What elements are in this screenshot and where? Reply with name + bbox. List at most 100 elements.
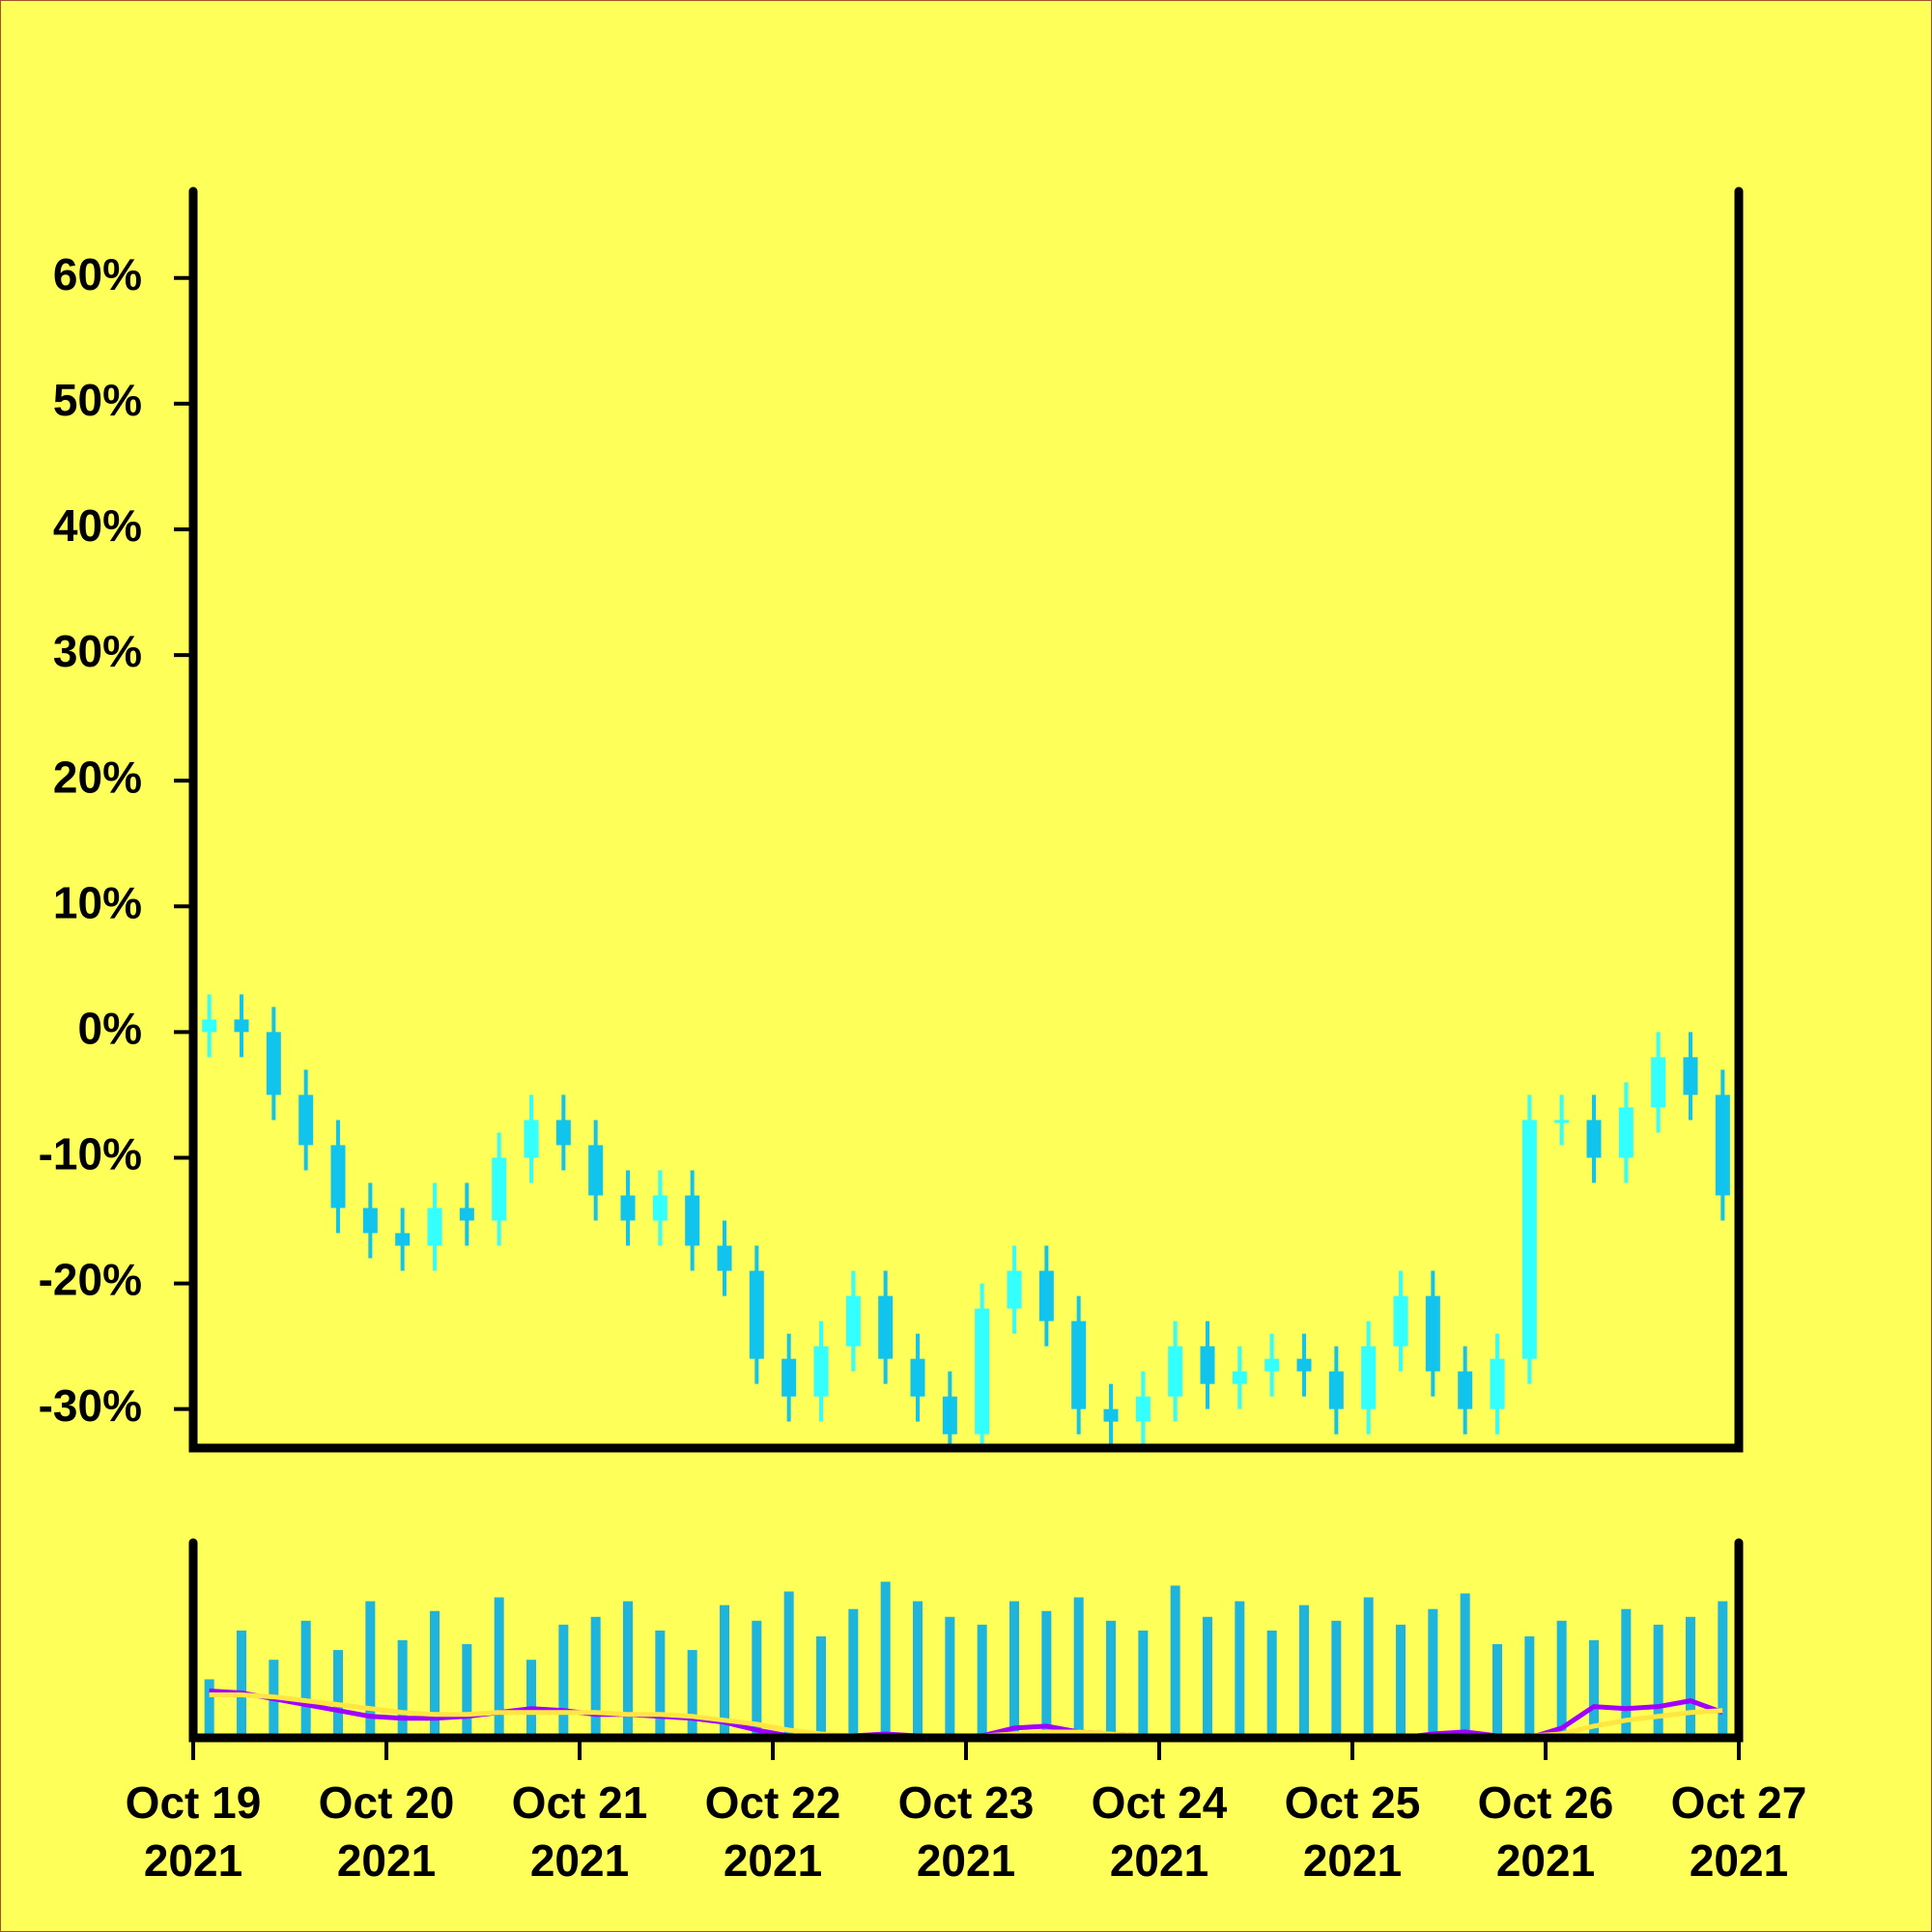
x-tick-label: Oct 20 2021 bbox=[318, 1777, 455, 1886]
candle-body bbox=[1328, 1371, 1344, 1409]
candle-body bbox=[652, 1195, 668, 1221]
volume-bar bbox=[1363, 1597, 1374, 1738]
candle-body bbox=[1071, 1321, 1087, 1409]
candle-body bbox=[781, 1358, 797, 1397]
volume-bar bbox=[1428, 1608, 1438, 1738]
volume-bar bbox=[204, 1679, 214, 1738]
y-tick-label: 0% bbox=[78, 1004, 142, 1054]
volume-bar bbox=[1331, 1620, 1342, 1738]
price-plot bbox=[202, 994, 1730, 1448]
volume-bar bbox=[494, 1597, 504, 1738]
price-frame bbox=[188, 186, 1744, 1453]
x-tick-label: Oct 23 2021 bbox=[897, 1777, 1035, 1886]
volume-bar bbox=[397, 1640, 408, 1738]
volume-bar bbox=[1524, 1635, 1535, 1738]
candle-body bbox=[1200, 1346, 1215, 1384]
volume-bar bbox=[1138, 1630, 1149, 1738]
x-tick-label: Oct 27 2021 bbox=[1670, 1777, 1807, 1886]
axes: -30% -20% -10% 0% 10% 20% 30% 40% 50% 60% bbox=[39, 186, 1744, 1760]
candle-body bbox=[1168, 1346, 1183, 1397]
x-tick-label: Oct 25 2021 bbox=[1284, 1777, 1421, 1886]
candle-body bbox=[749, 1270, 764, 1359]
volume-bar bbox=[945, 1616, 955, 1738]
y-tick-label: 40% bbox=[53, 500, 142, 551]
volume-bar bbox=[1299, 1605, 1309, 1738]
volume-bar bbox=[1235, 1601, 1245, 1738]
y-tick-label: 30% bbox=[53, 626, 142, 676]
candle-body bbox=[878, 1295, 894, 1359]
candle-body bbox=[1135, 1396, 1151, 1422]
candle-body bbox=[910, 1358, 925, 1397]
volume-bar bbox=[1718, 1601, 1728, 1738]
volume-bar bbox=[462, 1644, 472, 1738]
x-tick-label: Oct 19 2021 bbox=[125, 1777, 262, 1886]
candle-body bbox=[620, 1195, 636, 1221]
volume-frame bbox=[188, 1538, 1744, 1743]
volume-bar bbox=[1653, 1624, 1663, 1738]
candle-body bbox=[1490, 1358, 1505, 1409]
volume-bar bbox=[816, 1635, 826, 1738]
volume-bar bbox=[783, 1591, 794, 1738]
y-tick-label: -10% bbox=[39, 1129, 142, 1179]
volume-bar bbox=[1621, 1608, 1632, 1738]
candle-body bbox=[555, 1120, 571, 1146]
candle-body bbox=[717, 1245, 732, 1271]
volume-bar bbox=[1266, 1630, 1277, 1738]
candle-body bbox=[942, 1396, 957, 1435]
candle-body bbox=[395, 1233, 411, 1246]
volume-bar bbox=[1396, 1624, 1406, 1738]
volume-bar bbox=[333, 1650, 343, 1738]
candle-body bbox=[202, 1019, 217, 1033]
candle-body bbox=[1458, 1371, 1473, 1409]
x-tick-label: Oct 21 2021 bbox=[511, 1777, 648, 1886]
candle-body bbox=[1683, 1057, 1698, 1095]
volume-bar bbox=[977, 1624, 987, 1738]
candle-body bbox=[845, 1295, 861, 1347]
candle-body bbox=[1296, 1358, 1312, 1372]
x-tick-label: Oct 22 2021 bbox=[704, 1777, 841, 1886]
candle-body bbox=[330, 1145, 346, 1208]
candle-body bbox=[685, 1195, 700, 1246]
candle-body bbox=[1521, 1120, 1537, 1359]
y-tick-label: -30% bbox=[39, 1380, 142, 1431]
volume-bar bbox=[1203, 1616, 1212, 1738]
volume-plot bbox=[204, 1581, 1728, 1738]
volume-bar bbox=[880, 1581, 891, 1738]
candle-body bbox=[298, 1094, 314, 1146]
volume-bar bbox=[1073, 1597, 1084, 1738]
candle-body bbox=[459, 1208, 474, 1221]
candle-body bbox=[1232, 1371, 1247, 1384]
volume-bar bbox=[913, 1601, 923, 1738]
y-tick-label: 50% bbox=[53, 375, 142, 425]
volume-bar bbox=[1460, 1593, 1470, 1738]
volume-bar bbox=[623, 1601, 633, 1738]
candle-body bbox=[1554, 1120, 1570, 1123]
volume-bar bbox=[720, 1605, 729, 1738]
volume-bar bbox=[365, 1601, 376, 1738]
y-tick-label: 10% bbox=[53, 877, 142, 927]
candle-body bbox=[1007, 1270, 1022, 1309]
x-tick-label: Oct 24 2021 bbox=[1091, 1777, 1228, 1886]
candle-body bbox=[588, 1145, 604, 1196]
candle-body bbox=[813, 1346, 829, 1397]
volume-bar bbox=[430, 1610, 440, 1738]
volume-bar bbox=[558, 1624, 569, 1738]
volume-bar bbox=[655, 1630, 666, 1738]
candle-body bbox=[1393, 1295, 1408, 1347]
candle-body bbox=[1038, 1270, 1054, 1321]
candle-body bbox=[1425, 1295, 1440, 1372]
volume-bar bbox=[1492, 1644, 1502, 1738]
candle-body bbox=[1651, 1057, 1666, 1108]
volume-bar bbox=[1106, 1620, 1116, 1738]
candle-body bbox=[1264, 1358, 1280, 1372]
volume-bar bbox=[1170, 1585, 1180, 1738]
volume-bar bbox=[1589, 1640, 1599, 1738]
candle-body bbox=[266, 1032, 281, 1095]
candle-body bbox=[234, 1019, 249, 1033]
y-tick-label: 20% bbox=[53, 752, 142, 802]
volume-bar bbox=[1041, 1610, 1052, 1738]
candle-body bbox=[492, 1157, 507, 1221]
volume-bar bbox=[687, 1650, 697, 1738]
